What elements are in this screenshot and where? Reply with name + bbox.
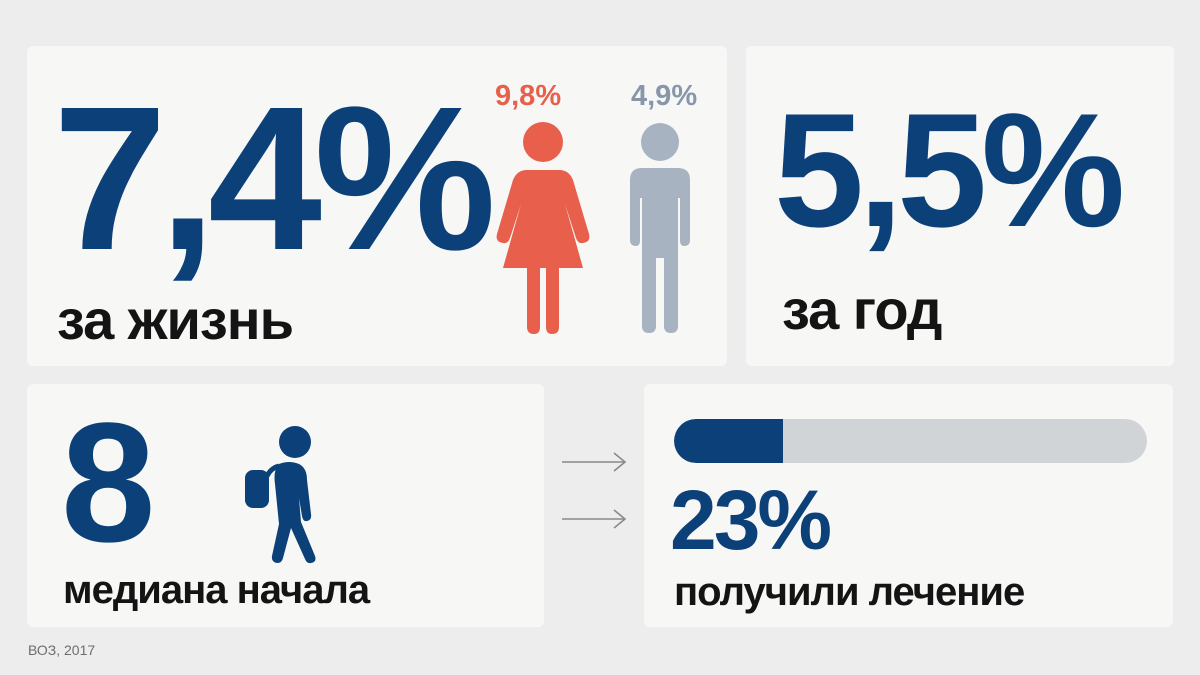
annual-prevalence-value: 5,5%: [774, 80, 1125, 261]
treatment-rate-value: 23%: [670, 473, 832, 567]
lifetime-card: 7,4% за жизнь 9,8% 4,9%: [27, 46, 727, 366]
treatment-progress-fill: [674, 419, 783, 463]
treatment-card: 23% получили лечение: [644, 384, 1173, 627]
female-percentage: 9,8%: [495, 80, 562, 112]
source-note: ВОЗ, 2017: [28, 642, 96, 658]
student-with-backpack-icon: [245, 426, 316, 564]
median-onset-age-value: 8: [61, 388, 156, 578]
male-percentage: 4,9%: [631, 80, 698, 112]
man-icon: [630, 123, 690, 333]
lifetime-prevalence-value: 7,4%: [53, 64, 496, 293]
onset-card: 8 медиана начала: [27, 384, 544, 627]
onset-caption: медиана начала: [63, 568, 370, 612]
annual-card: 5,5% за год: [746, 46, 1174, 366]
treatment-caption: получили лечение: [674, 570, 1025, 614]
treatment-progress-bar: [674, 419, 1147, 463]
woman-icon: [496, 122, 590, 334]
arrow-right-icon: [562, 509, 627, 529]
lifetime-caption: за жизнь: [57, 288, 294, 351]
annual-caption: за год: [782, 278, 942, 341]
arrow-right-icon: [562, 452, 627, 472]
